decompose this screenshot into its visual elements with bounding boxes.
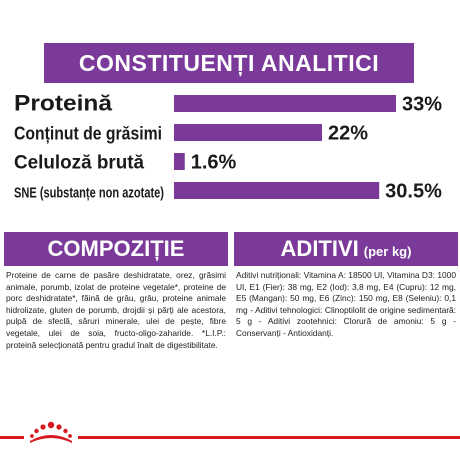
additives-heading: ADITIVI — [280, 236, 359, 261]
bar — [174, 95, 396, 112]
value-label: 30.5% — [385, 181, 442, 203]
section-title-banner: CONSTITUENȚI ANALITICI — [44, 43, 414, 83]
category-label: SNE (substanțe non azotate) — [14, 185, 164, 202]
bar — [174, 153, 185, 170]
bar — [174, 182, 380, 199]
category-label: Conținut de grăsimi — [14, 124, 162, 144]
category-label: Celuloză brută — [14, 153, 144, 174]
additives-text: Aditivi nutriționali: Vitamina A: 18500 … — [236, 270, 456, 338]
composition-heading-banner: COMPOZIȚIE — [4, 232, 228, 266]
value-label: 33% — [402, 94, 442, 116]
additives-heading-banner: ADITIVI (per kg) — [234, 232, 458, 266]
additives-heading-suffix: (per kg) — [363, 243, 412, 259]
royal-canin-crown-logo-icon — [24, 415, 78, 449]
category-label: Proteină — [14, 91, 113, 116]
composition-text: Proteine de carne de pasăre deshidratate… — [6, 270, 226, 350]
analytical-constituents-chart: Proteină 33% Conținut de grăsimi 22% Celuloz… — [14, 91, 442, 203]
bar — [174, 124, 322, 141]
section-title: CONSTITUENȚI ANALITICI — [78, 49, 380, 76]
composition-heading: COMPOZIȚIE — [47, 236, 185, 261]
value-label: 22% — [328, 123, 368, 145]
value-label: 1.6% — [191, 152, 237, 174]
footer-divider — [0, 436, 460, 439]
